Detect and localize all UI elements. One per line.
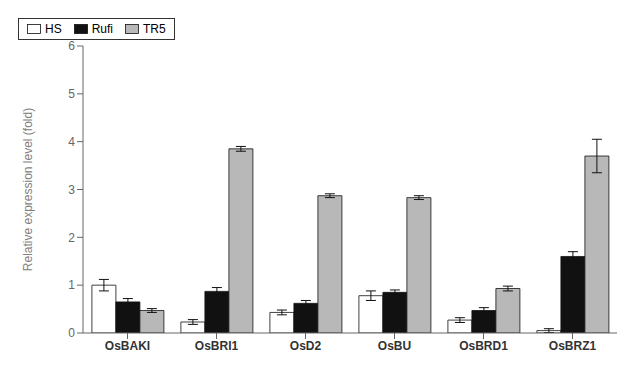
svg-text:OsBRZ1: OsBRZ1 xyxy=(549,339,597,353)
html-text:Rufi: Rufi xyxy=(91,22,113,36)
svg-text:4: 4 xyxy=(68,135,75,149)
svg-text:0: 0 xyxy=(68,326,75,340)
svg-text:2: 2 xyxy=(68,231,75,245)
svg-text:3: 3 xyxy=(68,183,75,197)
html-text:HS: HS xyxy=(45,22,62,36)
svg-text:1: 1 xyxy=(68,278,75,292)
svg-text:6: 6 xyxy=(68,39,75,53)
svg-text:OsBAKI: OsBAKI xyxy=(105,339,150,353)
svg-text:5: 5 xyxy=(68,87,75,101)
svg-text:OsBU: OsBU xyxy=(378,339,411,353)
html-text:TR5: TR5 xyxy=(143,22,166,36)
svg-text:Relative expression level (fol: Relative expression level (fold) xyxy=(21,108,35,271)
svg-text:OsBRD1: OsBRD1 xyxy=(459,339,508,353)
svg-text:OsBRI1: OsBRI1 xyxy=(195,339,239,353)
svg-text:OsD2: OsD2 xyxy=(290,339,322,353)
